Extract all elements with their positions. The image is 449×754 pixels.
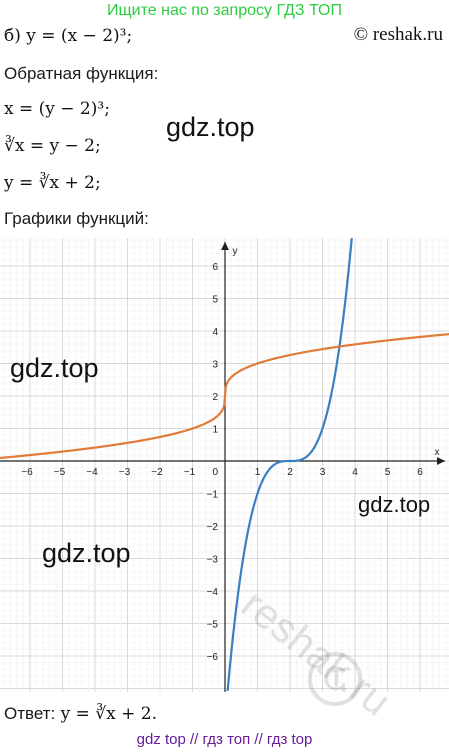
y-tick-label: 1 [212,425,218,436]
x-tick-label: −4 [86,467,98,478]
series-cube-root-curve [0,333,449,460]
y-tick-label: 4 [212,327,218,338]
graphs-heading: Графики функций: [4,209,149,228]
y-tick-label: −6 [207,652,219,663]
step-2: ∛x = y − 2; [4,136,101,156]
origin-label: 0 [212,467,218,478]
function-graph: −6 −5 −4 −3 −2 −1 1 2 3 4 5 6 −6 −5 −4 −3 −2 −1 1 2 3 4 5 6 0 x y [0,238,449,692]
y-tick-label: 5 [212,295,218,306]
axes [0,242,445,692]
x-tick-label: 4 [352,467,358,478]
watermark-gdz: gdz.top [10,353,99,383]
bottom-links[interactable]: gdz top // гдз топ // гдз top [136,731,313,748]
watermark-gdz: gdz.top [358,492,431,517]
problem-label: б) [4,26,21,46]
x-axis-label: x [435,447,440,458]
answer-line: Ответ: y = ∛x + 2. [4,704,157,724]
step-3: y = ∛x + 2; [4,173,101,193]
copyright-watermark-icon: C [308,652,362,706]
series-cubic-curve [226,238,353,692]
answer-equation: y = ∛x + 2. [60,704,158,724]
step-1: x = (y − 2)³; [4,99,110,119]
problem-line: б) y = (x − 2)³; [4,26,132,46]
y-tick-label: −3 [207,555,219,566]
y-tick-label: 6 [212,262,218,273]
x-tick-label: 3 [320,467,326,478]
y-tick-label: −5 [207,620,219,631]
answer-label: Ответ: [4,704,56,723]
y-axis-label: y [233,246,238,257]
x-tick-label: −3 [119,467,131,478]
x-tick-label: −1 [184,467,196,478]
tick-labels: −6 −5 −4 −3 −2 −1 1 2 3 4 5 6 −6 −5 −4 −3 −2 −1 1 2 3 4 5 6 0 x y [21,246,439,663]
watermark-gdz: gdz.top [42,538,131,568]
y-tick-label: 3 [212,360,218,371]
watermark-gdz: gdz.top [166,112,255,142]
x-tick-label: −5 [54,467,66,478]
curves [0,238,449,692]
x-tick-label: 2 [287,467,293,478]
problem-equation: y = (x − 2)³; [26,26,133,46]
x-tick-label: −6 [21,467,33,478]
copyright-label: © reshak.ru [353,24,443,45]
y-tick-label: −2 [207,522,219,533]
x-axis-arrow [437,457,445,465]
x-tick-label: 6 [417,467,423,478]
x-tick-label: 1 [255,467,261,478]
inverse-heading: Обратная функция: [4,64,159,83]
y-tick-label: 2 [212,392,218,403]
y-axis-arrow [221,242,229,250]
search-banner: Ищите нас по запросу ГДЗ ТОП [107,2,342,19]
x-tick-label: −2 [151,467,163,478]
x-tick-label: 5 [385,467,391,478]
y-tick-label: −1 [207,490,219,501]
y-tick-label: −4 [207,587,219,598]
